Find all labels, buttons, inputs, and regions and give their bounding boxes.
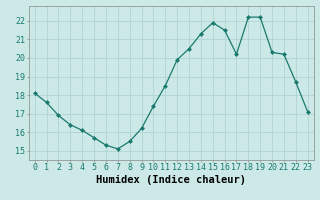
X-axis label: Humidex (Indice chaleur): Humidex (Indice chaleur) xyxy=(96,175,246,185)
